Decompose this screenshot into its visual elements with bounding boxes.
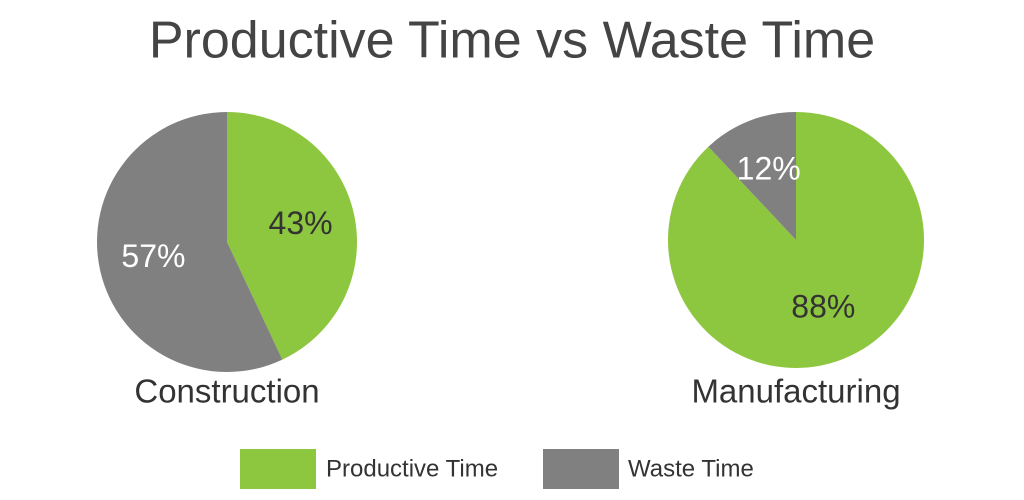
pie-title: Manufacturing bbox=[691, 373, 900, 410]
legend-swatch bbox=[240, 449, 316, 489]
slice-label: 43% bbox=[269, 205, 333, 241]
pie-title: Construction bbox=[134, 373, 319, 410]
pie-slice bbox=[227, 112, 357, 360]
slice-label: 12% bbox=[737, 150, 801, 186]
page-title: Productive Time vs Waste Time bbox=[149, 12, 875, 70]
slice-label: 88% bbox=[791, 288, 855, 324]
legend-label: Waste Time bbox=[628, 455, 754, 482]
pie-slice bbox=[708, 112, 796, 240]
legend-swatch bbox=[543, 449, 619, 489]
pie-slice bbox=[96, 112, 283, 372]
legend-label: Productive Time bbox=[326, 455, 498, 482]
slice-label: 57% bbox=[121, 238, 185, 274]
